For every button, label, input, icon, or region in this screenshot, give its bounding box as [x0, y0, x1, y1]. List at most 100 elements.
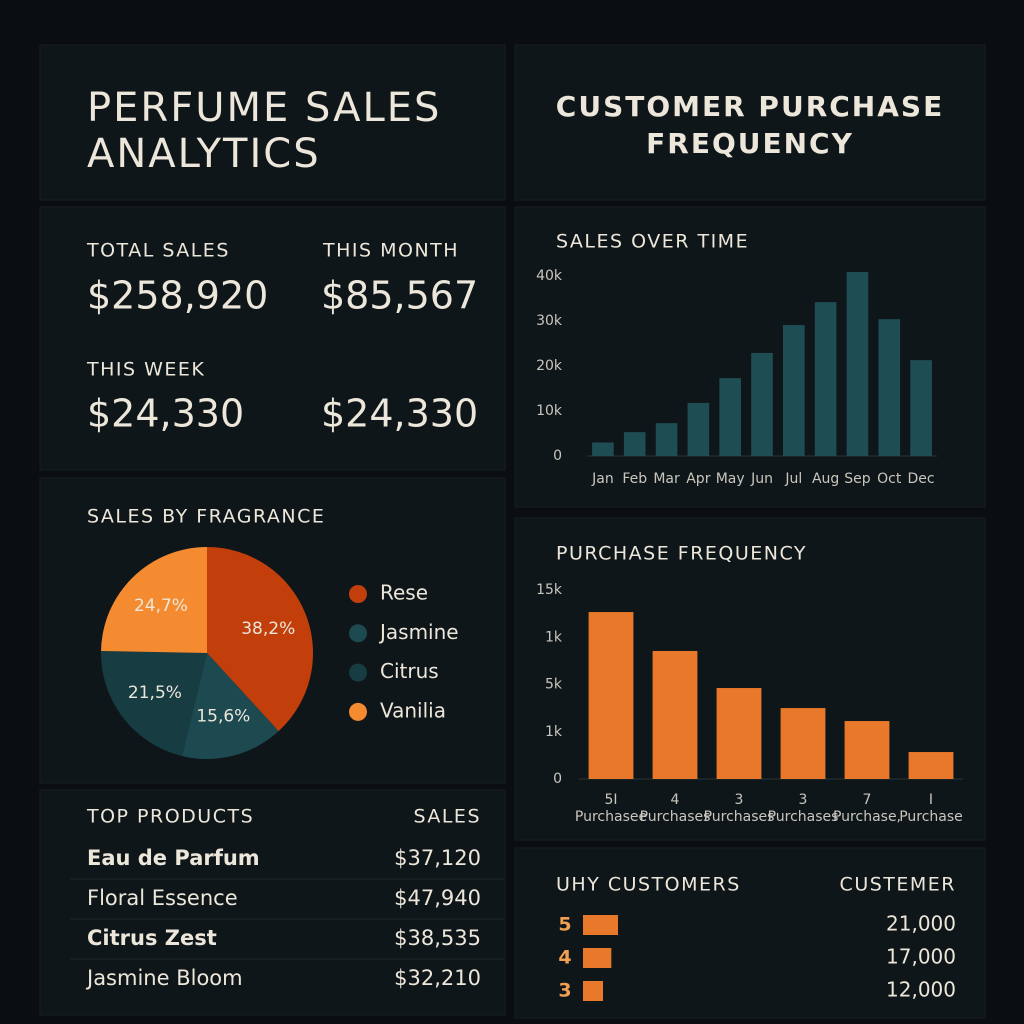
- value-label: 12,000: [886, 978, 956, 1002]
- y-tick-label: 4: [558, 947, 571, 969]
- kpi-label: TOTAL SALES: [86, 240, 230, 262]
- value-header: CUSTEMER: [840, 874, 956, 896]
- x-tick-label: Jan: [591, 471, 614, 487]
- slice-label: 24,7%: [134, 596, 188, 616]
- chart-title: PURCHASE FREQUENCY: [556, 543, 807, 565]
- product-sales: $37,120: [394, 846, 481, 870]
- pie-slice: [181, 653, 279, 759]
- kpi-value: $258,920: [87, 274, 268, 318]
- y-tick-label: 5k: [545, 677, 563, 693]
- x-tick-label: May: [716, 471, 745, 487]
- legend-label: Jasmine: [378, 620, 459, 644]
- kpi-value: $24,330: [87, 392, 244, 436]
- y-tick-label: 30k: [536, 313, 563, 329]
- x-tick-label: Purchase: [899, 809, 963, 825]
- x-tick-label: Jul: [784, 471, 802, 487]
- bar: [687, 402, 710, 456]
- x-tick-label: Purchasee: [575, 809, 647, 825]
- bar: [814, 302, 837, 456]
- legend-swatch: [349, 702, 367, 721]
- bar: [844, 721, 890, 779]
- pie-slice: [100, 651, 207, 756]
- kpi-value: $24,330: [321, 392, 478, 436]
- bar: [655, 423, 678, 456]
- y-tick-label: 1k: [545, 724, 563, 740]
- bar: [623, 432, 646, 456]
- legend-label: Vanilia: [380, 698, 446, 722]
- y-tick-label: 15k: [536, 582, 563, 598]
- bar: [751, 352, 773, 456]
- value-label: 17,000: [886, 945, 956, 969]
- kpi-label: THIS WEEK: [86, 359, 205, 381]
- legend-label: Citrus: [380, 659, 439, 683]
- product-name: Citrus Zest: [87, 926, 217, 950]
- x-tick-label: 3: [735, 792, 744, 808]
- x-tick-label: 4: [671, 792, 680, 808]
- x-tick-label: 3: [799, 792, 808, 808]
- x-tick-label: 5I: [604, 792, 617, 808]
- table-header: TOP PRODUCTS: [86, 806, 254, 828]
- bar: [908, 752, 954, 779]
- x-tick-label: Purchases: [640, 809, 711, 825]
- kpi-panel: [39, 206, 506, 471]
- kpi-value: $85,567: [321, 274, 478, 318]
- table-panel: [39, 789, 506, 1016]
- pie-slice: [207, 547, 313, 732]
- y-tick-label: 3: [558, 980, 571, 1002]
- right-title: FREQUENCY: [646, 127, 854, 160]
- slice-label: 21,5%: [128, 683, 182, 703]
- table-header: SALES: [413, 806, 481, 828]
- frequency-panel: [514, 517, 986, 841]
- product-name: Floral Essence: [87, 886, 238, 910]
- slice-label: 15,6%: [196, 707, 250, 727]
- title-panel: [39, 44, 506, 201]
- chart-title: SALES OVER TIME: [556, 231, 749, 253]
- value-label: 21,000: [886, 912, 956, 936]
- x-tick-label: Purchase,: [833, 809, 901, 825]
- chart-title: SALES BY FRAGRANCE: [87, 506, 325, 528]
- y-tick-label: 0: [553, 448, 562, 464]
- product-name: Eau de Parfum: [87, 846, 260, 870]
- bar: [588, 612, 634, 779]
- y-tick-label: 10k: [536, 403, 563, 419]
- kpi-label: THIS MONTH: [322, 240, 459, 262]
- product-sales: $32,210: [394, 966, 481, 990]
- slice-label: 38,2%: [241, 619, 295, 639]
- x-tick-label: Dec: [908, 471, 935, 487]
- x-tick-label: Aug: [812, 471, 839, 487]
- legend-swatch: [349, 585, 367, 603]
- title: ANALYTICS: [87, 131, 321, 177]
- x-tick-label: Sep: [844, 471, 871, 487]
- title: PERFUME SALES: [87, 85, 441, 131]
- chart-title: UHY CUSTOMERS: [556, 874, 741, 896]
- bar: [846, 271, 869, 456]
- bar: [719, 378, 741, 456]
- y-tick-label: 0: [553, 771, 562, 787]
- y-tick-label: 40k: [536, 268, 563, 284]
- y-tick-label: 5: [558, 914, 571, 936]
- bar: [652, 650, 698, 779]
- x-tick-label: Purchases: [768, 809, 839, 825]
- right-title-panel: [514, 44, 986, 201]
- pie-slice: [101, 547, 207, 653]
- bar: [780, 708, 826, 779]
- y-tick-label: 20k: [536, 358, 563, 374]
- x-tick-label: Mar: [653, 471, 680, 487]
- bar: [592, 442, 614, 456]
- bar: [878, 319, 901, 456]
- x-tick-label: Purchases: [704, 809, 775, 825]
- x-tick-label: 7: [863, 792, 872, 808]
- bar: [583, 915, 618, 935]
- legend-swatch: [349, 624, 367, 643]
- bar: [716, 688, 762, 779]
- product-sales: $47,940: [394, 886, 481, 910]
- right-title: CUSTOMER PURCHASE: [556, 90, 944, 123]
- y-tick-label: 1k: [545, 629, 563, 645]
- legend-label: Rese: [380, 581, 428, 605]
- bar: [583, 981, 603, 1001]
- sales-panel: [514, 206, 986, 508]
- x-tick-label: Jun: [750, 471, 773, 487]
- legend-swatch: [349, 663, 367, 682]
- x-tick-label: Oct: [877, 471, 902, 487]
- product-sales: $38,535: [394, 926, 481, 950]
